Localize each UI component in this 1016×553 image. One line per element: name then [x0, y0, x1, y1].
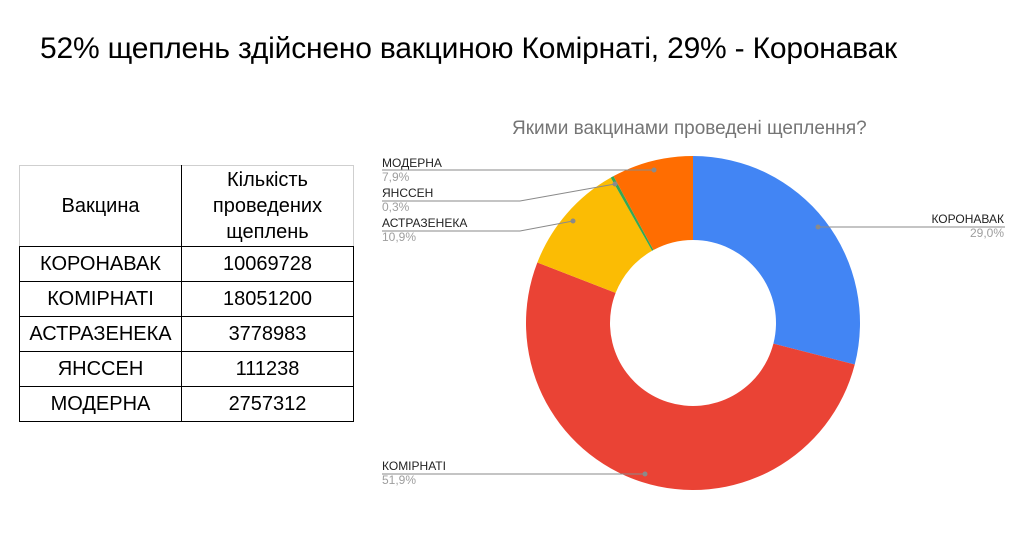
cell-count: 10069728	[181, 246, 354, 282]
label-moderna: МОДЕРНА 7,9%	[382, 156, 442, 184]
leader-dot	[642, 471, 648, 477]
label-percent: 10,9%	[382, 230, 417, 244]
label-name: МОДЕРНА	[382, 156, 442, 170]
donut-slice-модерна	[613, 156, 693, 251]
slide-title: 52% щеплень здійснено вакциною Комірнаті…	[40, 32, 897, 65]
leader-dot	[815, 224, 821, 230]
table-row: КОРОНАВАК 10069728	[19, 246, 354, 282]
header-count: Кількість проведених щеплень	[181, 165, 354, 247]
table-row: АСТРАЗЕНЕКА 3778983	[19, 316, 354, 352]
header-count-line-3: щеплень	[226, 221, 309, 243]
label-name: АСТРАЗЕНЕКА	[382, 216, 468, 230]
donut-slice-янссен	[610, 176, 654, 251]
table-header-row: Вакцина Кількість проведених щеплень	[19, 165, 354, 247]
chart-title: Якими вакцинами проведені щеплення?	[512, 118, 867, 139]
vaccination-table: Вакцина Кількість проведених щеплень КОР…	[19, 165, 354, 422]
table-row: ЯНССЕН 111238	[19, 351, 354, 387]
leader-line-astrazeneka	[382, 220, 574, 232]
leader-dot	[570, 218, 576, 224]
donut-slice-коронавак	[693, 156, 860, 365]
label-percent: 29,0%	[969, 226, 1004, 240]
label-percent: 7,9%	[382, 170, 410, 184]
label-name: КОРОНАВАК	[931, 212, 1004, 226]
header-count-line-1: Кількість	[227, 169, 308, 191]
leader-dots	[570, 167, 821, 477]
cell-vaccine: ЯНССЕН	[19, 351, 182, 387]
table-row: КОМІРНАТІ 18051200	[19, 281, 354, 317]
label-percent: 51,9%	[382, 473, 417, 487]
label-astrazeneka: АСТРАЗЕНЕКА 10,9%	[382, 216, 467, 244]
label-name: ЯНССЕН	[382, 186, 434, 200]
cell-count: 2757312	[181, 386, 354, 422]
header-vaccine: Вакцина	[19, 165, 182, 247]
label-percent: 0,3%	[382, 200, 410, 214]
cell-vaccine: КОМІРНАТІ	[19, 281, 182, 317]
cell-vaccine: МОДЕРНА	[19, 386, 182, 422]
leader-lines	[382, 169, 1005, 475]
cell-vaccine: КОРОНАВАК	[19, 246, 182, 282]
leader-dot	[612, 181, 618, 187]
cell-vaccine: АСТРАЗЕНЕКА	[19, 316, 182, 352]
table-row: МОДЕРНА 2757312	[19, 386, 354, 422]
leader-line-janssen	[382, 183, 616, 202]
label-komirnati: КОМІРНАТІ 51,9%	[382, 459, 446, 487]
header-count-line-2: проведених	[212, 195, 323, 217]
cell-count: 3778983	[181, 316, 354, 352]
label-name: КОМІРНАТІ	[382, 459, 446, 473]
label-janssen: ЯНССЕН 0,3%	[382, 186, 433, 214]
label-koronavak: КОРОНАВАК 29,0%	[931, 212, 1004, 240]
donut-slices	[526, 156, 860, 490]
donut-slice-астразенека	[537, 177, 653, 293]
donut-slice-комірнаті	[526, 262, 855, 490]
leader-dot	[651, 167, 657, 173]
cell-count: 18051200	[181, 281, 354, 317]
